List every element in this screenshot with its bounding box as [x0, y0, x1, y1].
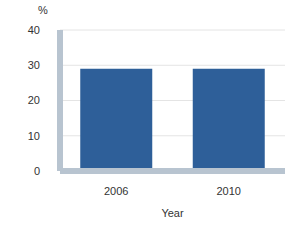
svg-text:40: 40	[28, 24, 40, 36]
svg-text:10: 10	[28, 130, 40, 142]
svg-text:Year: Year	[161, 207, 184, 219]
svg-text:2006: 2006	[104, 185, 128, 197]
svg-text:2010: 2010	[217, 185, 241, 197]
svg-text:30: 30	[28, 59, 40, 71]
svg-text:20: 20	[28, 94, 40, 106]
svg-text:0: 0	[34, 165, 40, 177]
